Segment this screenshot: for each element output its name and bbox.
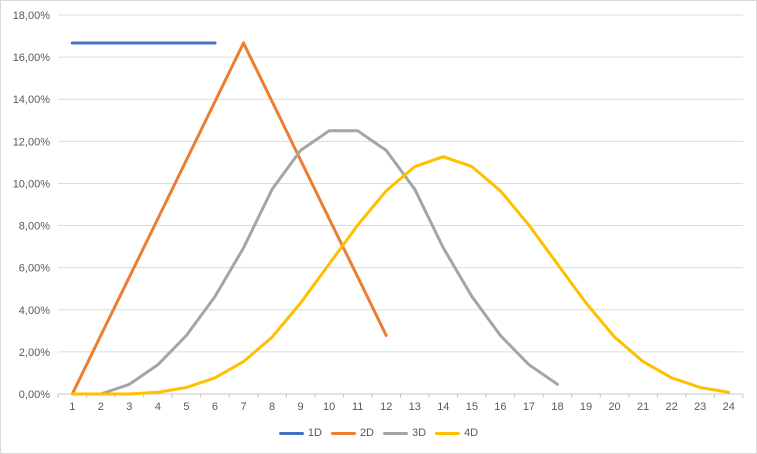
y-axis-label: 4,00% — [19, 305, 50, 317]
y-axis-label: 14,00% — [13, 94, 51, 106]
x-axis-label: 9 — [298, 401, 304, 413]
x-axis-label: 23 — [694, 401, 706, 413]
legend-label: 1D — [307, 427, 322, 439]
x-axis-label: 1 — [69, 401, 75, 413]
y-axis-label: 18,00% — [13, 10, 51, 22]
x-axis-label: 13 — [409, 401, 421, 413]
legend-swatch-2d — [330, 431, 356, 435]
x-axis-label: 11 — [352, 401, 363, 413]
x-axis-label: 7 — [240, 401, 246, 413]
y-axis-label: 8,00% — [19, 221, 50, 233]
legend-item-4d[interactable]: 4D — [435, 427, 478, 439]
x-axis-label: 14 — [437, 401, 449, 413]
y-axis-label: 2,00% — [19, 347, 50, 359]
x-axis-label: 10 — [323, 401, 335, 413]
legend-swatch-4d — [435, 431, 461, 435]
x-axis-label: 16 — [494, 401, 506, 413]
x-axis-label: 6 — [212, 401, 218, 413]
x-axis-label: 22 — [666, 401, 678, 413]
chart-legend: 1D 2D 3D 4D — [1, 427, 756, 439]
x-axis-label: 12 — [380, 401, 392, 413]
legend-swatch-3d — [383, 431, 408, 435]
legend-label: 2D — [359, 427, 374, 439]
x-axis-label: 18 — [551, 401, 563, 413]
y-axis-label: 6,00% — [19, 263, 50, 275]
x-axis-label: 4 — [155, 401, 161, 413]
y-axis-label: 16,00% — [13, 52, 51, 64]
x-axis-label: 8 — [269, 401, 275, 413]
x-axis-label: 24 — [723, 401, 735, 413]
x-axis-label: 2 — [98, 401, 104, 413]
x-axis-label: 5 — [183, 401, 189, 413]
legend-item-3d[interactable]: 3D — [383, 427, 426, 439]
series-line-2d[interactable] — [70, 41, 388, 396]
x-axis-label: 19 — [580, 401, 592, 413]
x-axis-label: 3 — [126, 401, 132, 413]
series-line-3d[interactable] — [99, 129, 559, 396]
legend-label: 3D — [412, 427, 427, 439]
legend-item-2d[interactable]: 2D — [330, 427, 374, 439]
y-axis-label: 0,00% — [19, 389, 50, 401]
y-axis-label: 12,00% — [13, 136, 51, 148]
legend-swatch-1d — [278, 431, 304, 435]
legend-label: 4D — [464, 427, 479, 439]
x-axis-label: 20 — [608, 401, 620, 413]
legend-item-1d[interactable]: 1D — [278, 427, 322, 439]
x-axis-label: 21 — [637, 401, 649, 413]
x-axis-label: 17 — [523, 401, 535, 413]
x-axis-label: 15 — [466, 401, 478, 413]
series-line-4d[interactable] — [70, 155, 731, 396]
y-axis-label: 10,00% — [13, 178, 51, 190]
